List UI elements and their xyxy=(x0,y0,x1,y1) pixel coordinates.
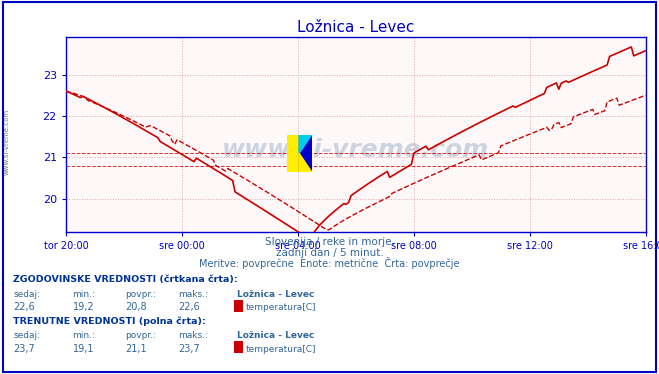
Text: sedaj:: sedaj: xyxy=(13,331,40,340)
Text: min.:: min.: xyxy=(72,290,96,299)
Text: www.si-vreme.com: www.si-vreme.com xyxy=(3,109,9,175)
Polygon shape xyxy=(299,153,312,172)
Text: povpr.:: povpr.: xyxy=(125,290,156,299)
Text: povpr.:: povpr.: xyxy=(125,331,156,340)
Text: Ložnica - Levec: Ložnica - Levec xyxy=(237,331,314,340)
Text: 23,7: 23,7 xyxy=(178,344,200,353)
Text: 22,6: 22,6 xyxy=(13,303,35,312)
Bar xyxy=(287,135,299,172)
Text: Slovenija / reke in morje.: Slovenija / reke in morje. xyxy=(264,237,395,247)
Text: 19,1: 19,1 xyxy=(72,344,94,353)
Text: www.si-vreme.com: www.si-vreme.com xyxy=(222,138,490,162)
Text: ZGODOVINSKE VREDNOSTI (črtkana črta):: ZGODOVINSKE VREDNOSTI (črtkana črta): xyxy=(13,275,238,284)
Title: Ložnica - Levec: Ložnica - Levec xyxy=(297,20,415,35)
Bar xyxy=(299,135,312,172)
Polygon shape xyxy=(299,135,312,153)
Text: zadnji dan / 5 minut.: zadnji dan / 5 minut. xyxy=(275,248,384,258)
Text: 22,6: 22,6 xyxy=(178,303,200,312)
Text: 20,8: 20,8 xyxy=(125,303,147,312)
Text: 19,2: 19,2 xyxy=(72,303,94,312)
Text: TRENUTNE VREDNOSTI (polna črta):: TRENUTNE VREDNOSTI (polna črta): xyxy=(13,316,206,325)
Text: Ložnica - Levec: Ložnica - Levec xyxy=(237,290,314,299)
Text: min.:: min.: xyxy=(72,331,96,340)
Text: 23,7: 23,7 xyxy=(13,344,35,353)
Text: temperatura[C]: temperatura[C] xyxy=(246,344,316,353)
Text: temperatura[C]: temperatura[C] xyxy=(246,303,316,312)
Text: 21,1: 21,1 xyxy=(125,344,147,353)
Text: Meritve: povprečne  Enote: metrične  Črta: povprečje: Meritve: povprečne Enote: metrične Črta:… xyxy=(199,257,460,269)
Text: maks.:: maks.: xyxy=(178,290,208,299)
Text: maks.:: maks.: xyxy=(178,331,208,340)
Text: sedaj:: sedaj: xyxy=(13,290,40,299)
